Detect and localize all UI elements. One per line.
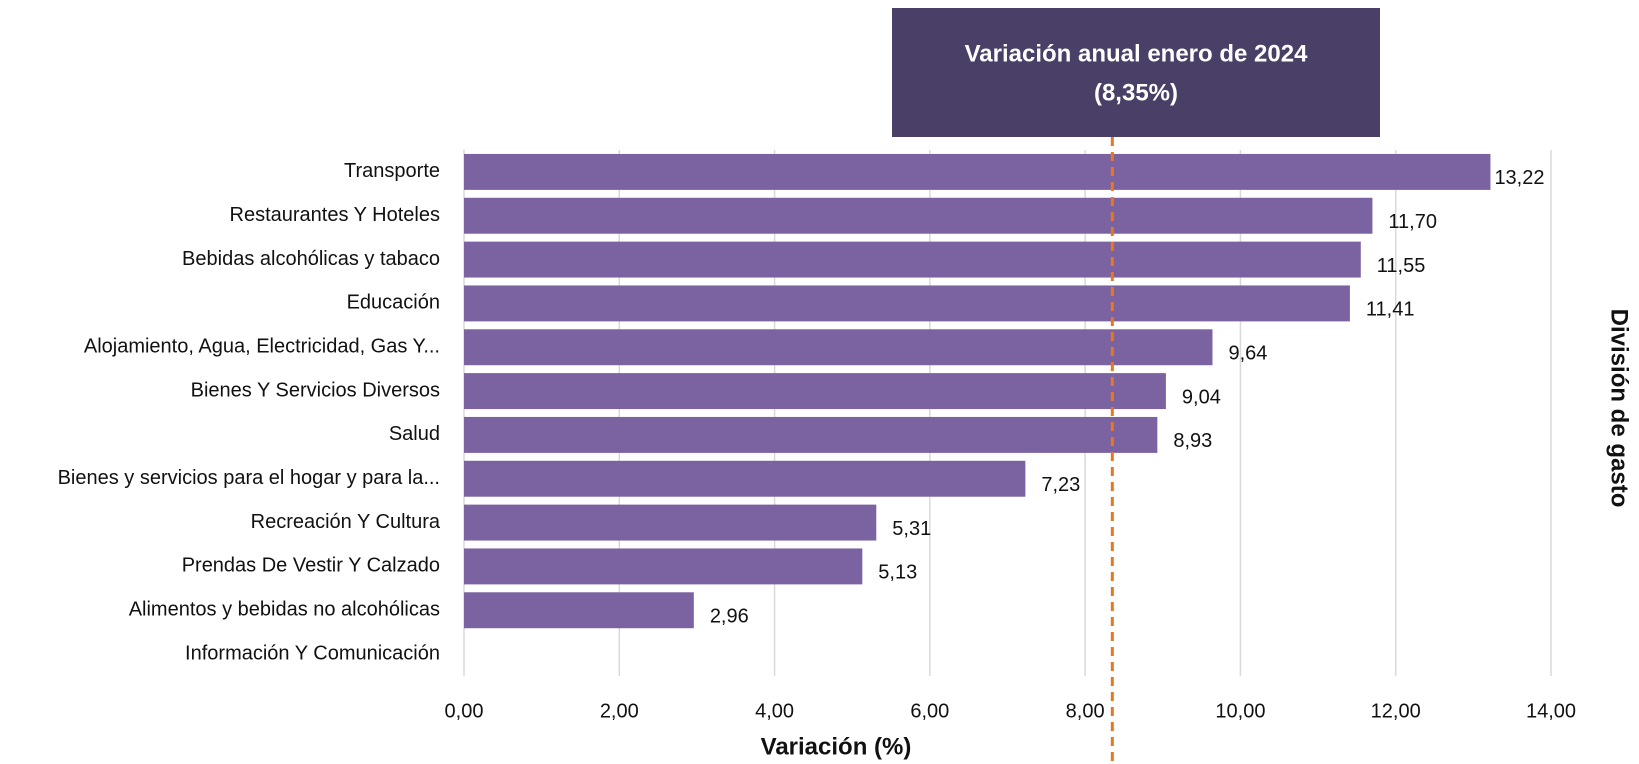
x-tick-label: 14,00: [1526, 700, 1576, 722]
annotation-box: [892, 8, 1380, 137]
y-tick-label: Bebidas alcohólicas y tabaco: [182, 248, 440, 270]
y-tick-label: Alimentos y bebidas no alcohólicas: [129, 599, 440, 621]
bar: [464, 241, 1361, 278]
data-label: 8,93: [1173, 430, 1212, 452]
bar: [464, 285, 1350, 322]
data-label: 11,41: [1366, 299, 1415, 321]
y-tick-label: Bienes y servicios para el hogar y para …: [58, 467, 440, 489]
annotation-title: Variación anual enero de 2024: [965, 40, 1308, 67]
y-tick-label: Restaurantes Y Hoteles: [230, 204, 441, 226]
y-tick-label: Bienes Y Servicios Diversos: [191, 379, 440, 401]
x-tick-label: 12,00: [1371, 700, 1421, 722]
data-label: 13,22: [1494, 167, 1544, 189]
data-label: 9,04: [1182, 386, 1221, 408]
y-tick-label: Información Y Comunicación: [185, 642, 440, 664]
x-tick-label: 10,00: [1215, 700, 1265, 722]
data-label: 5,31: [892, 518, 931, 540]
data-label: 5,13: [878, 562, 917, 584]
bar: [464, 460, 1026, 497]
y-tick-label: Salud: [389, 423, 440, 445]
data-label: 2,96: [710, 606, 749, 628]
y-tick-label: Educación: [347, 292, 440, 314]
bar: [464, 416, 1158, 453]
x-tick-label: 0,00: [445, 700, 484, 722]
x-tick-label: 8,00: [1066, 700, 1105, 722]
y-tick-label: Prendas De Vestir Y Calzado: [182, 555, 440, 577]
bar: [464, 373, 1166, 410]
x-tick-label: 4,00: [755, 700, 794, 722]
y-axis-label: División de gasto: [1606, 309, 1633, 508]
x-tick-label: 2,00: [600, 700, 639, 722]
bar: [464, 548, 863, 585]
bar: [464, 197, 1373, 234]
data-label: 7,23: [1041, 474, 1080, 496]
x-axis-label: Variación (%): [761, 733, 912, 760]
data-label: 11,70: [1388, 211, 1437, 233]
y-tick-label: Recreación Y Cultura: [251, 511, 441, 533]
bar: [464, 153, 1491, 190]
y-tick-label: Alojamiento, Agua, Electricidad, Gas Y..…: [84, 336, 440, 358]
x-tick-label: 6,00: [910, 700, 949, 722]
y-tick-label: Transporte: [344, 160, 440, 182]
annotation-value: (8,35%): [1094, 79, 1178, 106]
data-label: 11,55: [1377, 255, 1426, 277]
bar: [464, 592, 694, 629]
bar: [464, 504, 877, 541]
data-label: 9,64: [1228, 343, 1267, 365]
bar: [464, 329, 1213, 366]
